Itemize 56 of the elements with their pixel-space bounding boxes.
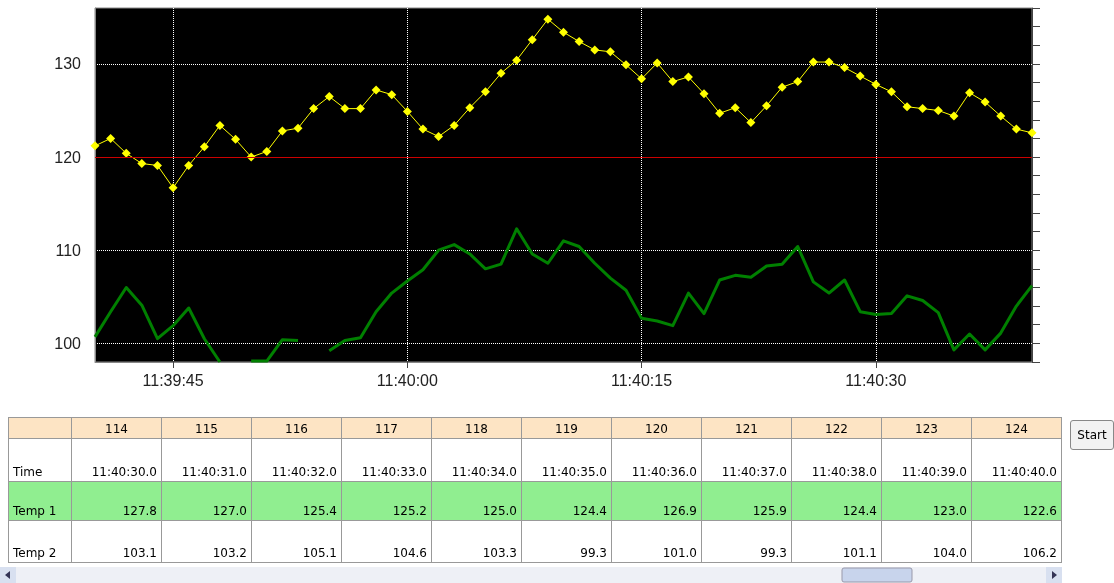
text: 127.8 — [71, 481, 162, 521]
text: 114 — [71, 417, 162, 439]
x-tick-label: 11:40:30 — [845, 371, 907, 389]
text: 118 — [431, 417, 522, 439]
text: 106.2 — [971, 520, 1062, 563]
text: 124.4 — [521, 481, 612, 521]
y-tick-label: 130 — [54, 55, 82, 73]
text: 99.3 — [701, 520, 792, 563]
text: 124.4 — [791, 481, 882, 521]
text: Temp 1 — [8, 481, 72, 521]
text: 126.9 — [611, 481, 702, 521]
text: 11:40:37.0 — [701, 438, 792, 482]
text: 11:40:33.0 — [341, 438, 432, 482]
text: 122.6 — [971, 481, 1062, 521]
text: 11:40:34.0 — [431, 438, 522, 482]
text: 123 — [881, 417, 972, 439]
text: 11:40:36.0 — [611, 438, 702, 482]
text: 103.1 — [71, 520, 162, 563]
text: 122 — [791, 417, 882, 439]
x-tick-label: 11:40:15 — [611, 371, 673, 389]
text: Time — [8, 438, 72, 482]
text: 101.1 — [791, 520, 882, 563]
text: 11:40:40.0 — [971, 438, 1062, 482]
text: 125.9 — [701, 481, 792, 521]
text: 117 — [341, 417, 432, 439]
x-tick-label: 11:40:00 — [376, 371, 438, 389]
text: 116 — [251, 417, 342, 439]
text: 104.0 — [881, 520, 972, 563]
text: 103.2 — [161, 520, 252, 563]
text: 11:40:32.0 — [251, 438, 342, 482]
text: 11:40:39.0 — [881, 438, 972, 482]
text: 123.0 — [881, 481, 972, 521]
text: 11:40:30.0 — [71, 438, 162, 482]
text: 115 — [161, 417, 252, 439]
text: 125.4 — [251, 481, 342, 521]
text: 101.0 — [611, 520, 702, 563]
text: 125.2 — [341, 481, 432, 521]
y-tick-label: 110 — [55, 241, 82, 259]
text: 121 — [701, 417, 792, 439]
text: Start — [1070, 420, 1114, 450]
y-tick-label: 120 — [54, 148, 82, 166]
text: 11:40:31.0 — [161, 438, 252, 482]
text: Temp 2 — [8, 520, 72, 563]
text: 105.1 — [251, 520, 342, 563]
text: 120 — [611, 417, 702, 439]
text: 127.0 — [161, 481, 252, 521]
text: 125.0 — [431, 481, 522, 521]
text: 119 — [521, 417, 612, 439]
text: 99.3 — [521, 520, 612, 563]
x-tick-label: 11:39:45 — [142, 371, 204, 389]
text: 104.6 — [341, 520, 432, 563]
text: 11:40:38.0 — [791, 438, 882, 482]
text: 11:40:35.0 — [521, 438, 612, 482]
y-tick-label: 100 — [54, 334, 82, 352]
text: 124 — [971, 417, 1062, 439]
text: 103.3 — [431, 520, 522, 563]
